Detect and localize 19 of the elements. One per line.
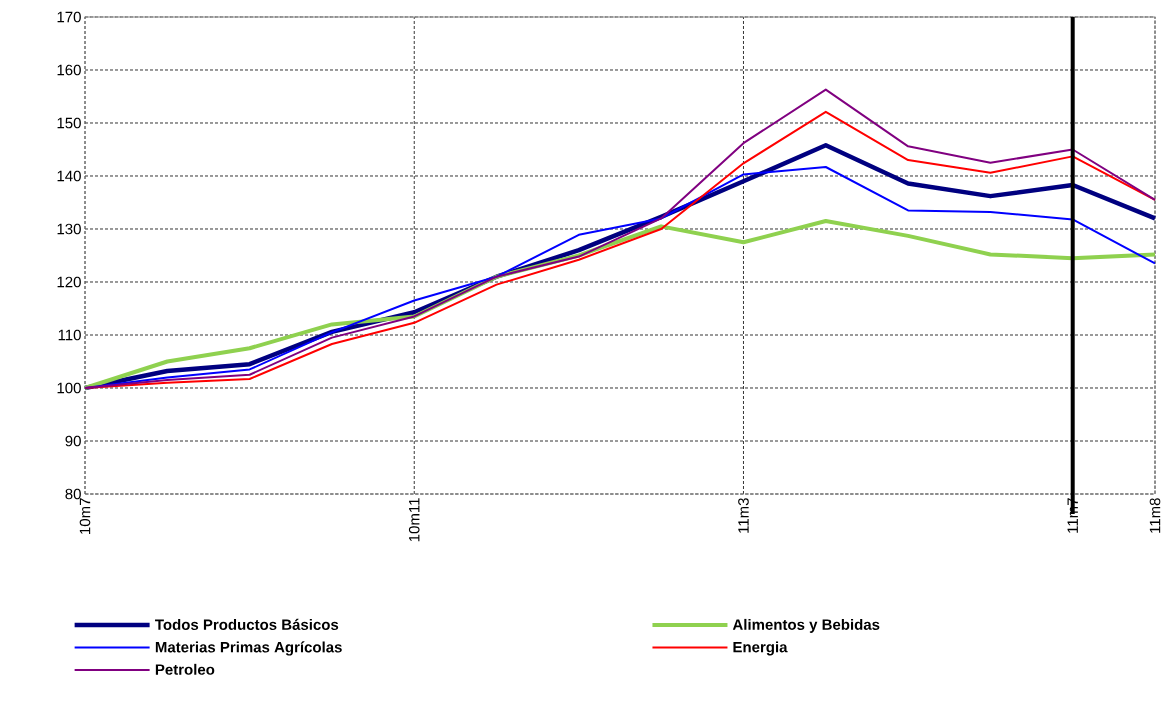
legend-label: Todos Productos Básicos (155, 618, 339, 630)
x-tick-label: 10m11 (408, 498, 420, 542)
x-tick-label: 10m7 (79, 498, 91, 534)
y-tick-label: 170 (57, 11, 81, 23)
legend-label: Alimentos y Bebidas (732, 618, 880, 633)
legend-label: Petroleo (155, 663, 215, 675)
y-tick-label: 140 (57, 170, 81, 182)
x-tick-label: 11m8 (1149, 498, 1161, 533)
x-tick-label: 11m3 (738, 498, 749, 533)
y-tick-label: 120 (57, 276, 81, 288)
y-tick-label: 160 (57, 64, 81, 76)
y-tick-label: 110 (58, 329, 81, 341)
y-tick-label: 90 (65, 435, 81, 447)
legend-label: Energia (733, 641, 788, 656)
y-tick-label: 100 (57, 382, 81, 394)
legend-label: Materias Primas Agrícolas (155, 641, 342, 656)
y-tick-label: 80 (65, 488, 81, 500)
y-tick-label: 150 (57, 117, 81, 129)
y-tick-label: 130 (57, 223, 81, 235)
